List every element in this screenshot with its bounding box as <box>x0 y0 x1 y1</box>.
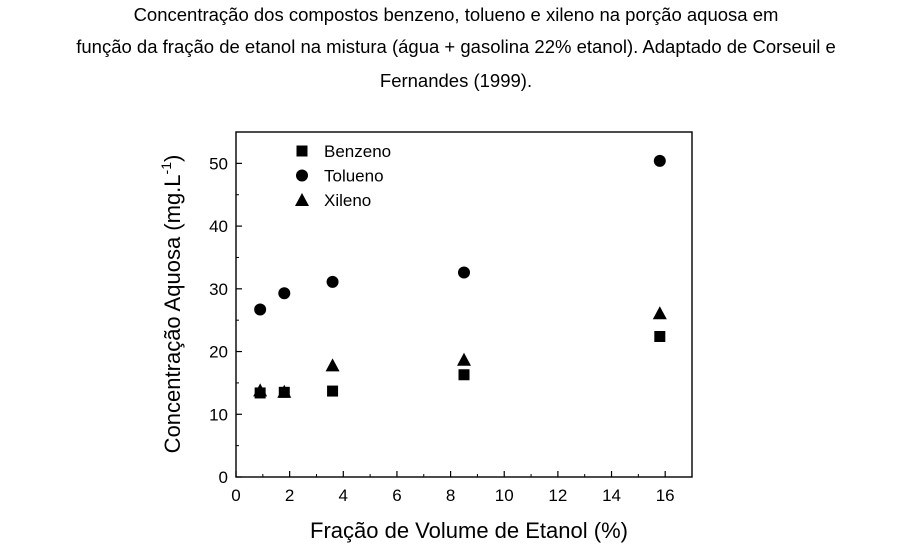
x-tick-label: 10 <box>495 486 514 505</box>
legend-label-tolueno: Tolueno <box>324 167 384 186</box>
y-tick-label: 50 <box>209 154 228 173</box>
y-tick-label: 20 <box>209 343 228 362</box>
y-tick-label: 30 <box>209 280 228 299</box>
y-tick-label: 40 <box>209 217 228 236</box>
plot-frame <box>235 131 693 478</box>
x-tick-label: 6 <box>392 486 401 505</box>
tolueno-point <box>254 303 267 316</box>
legend-label-xileno: Xileno <box>324 191 371 210</box>
xileno-point <box>457 352 471 366</box>
tolueno-point <box>326 275 339 288</box>
xileno-point <box>652 306 667 320</box>
benzeno-point <box>458 369 470 381</box>
axes: 0 2 4 6 8 10 12 14 16 0 10 20 30 40 50 <box>209 131 693 505</box>
legend-marker-tolueno <box>296 169 308 182</box>
xileno-point <box>253 383 268 397</box>
figure-caption-line-1: Concentração dos compostos benzeno, tolu… <box>133 4 779 25</box>
x-tick-label: 16 <box>656 486 675 505</box>
legend: Benzeno Tolueno Xileno <box>295 142 391 210</box>
y-axis-label-end: ) <box>160 155 185 162</box>
legend-marker-xileno <box>295 193 309 206</box>
y-tick-label: 10 <box>209 405 228 424</box>
legend-marker-benzeno <box>296 145 308 157</box>
tolueno-point <box>653 154 666 167</box>
y-tick-label: 0 <box>219 468 228 487</box>
x-tick-label: 2 <box>285 486 294 505</box>
x-tick-label: 4 <box>339 486 348 505</box>
figure-caption-line-2: função da fração de etanol na mistura (á… <box>76 36 836 57</box>
data-points <box>253 154 667 399</box>
figure-caption-line-3: Fernandes (1999). <box>379 70 533 91</box>
x-axis-label: Fração de Volume de Etanol (%) <box>310 518 628 543</box>
x-tick-label: 8 <box>446 486 455 505</box>
y-axis-label-main: Concentração Aquosa (mg.L <box>160 174 185 453</box>
y-axis-label: Concentração Aquosa (mg.L-1) <box>158 155 185 454</box>
tolueno-point <box>458 266 470 279</box>
xileno-point <box>325 358 340 372</box>
tolueno-point <box>278 287 291 300</box>
x-tick-label: 0 <box>231 486 240 505</box>
legend-label-benzeno: Benzeno <box>324 142 391 161</box>
x-tick-label: 12 <box>548 486 567 505</box>
benzeno-point <box>654 330 666 342</box>
y-axis-label-superscript: -1 <box>158 162 174 175</box>
benzeno-point <box>327 385 339 397</box>
x-tick-label: 14 <box>602 486 621 505</box>
xileno-point <box>277 384 292 398</box>
